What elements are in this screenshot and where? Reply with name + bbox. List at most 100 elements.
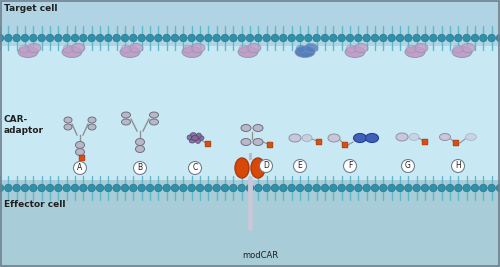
Circle shape [304,184,312,192]
Text: Target cell: Target cell [4,4,58,13]
Ellipse shape [62,46,82,57]
FancyBboxPatch shape [267,142,273,148]
Ellipse shape [76,142,84,148]
Circle shape [330,184,337,192]
Ellipse shape [27,44,41,53]
Circle shape [188,184,196,192]
Ellipse shape [197,135,204,140]
Ellipse shape [239,45,249,53]
Circle shape [471,184,479,192]
Ellipse shape [304,44,318,53]
Circle shape [113,34,120,42]
Circle shape [30,34,37,42]
Ellipse shape [136,139,144,146]
Ellipse shape [150,119,158,125]
Ellipse shape [345,46,365,57]
Ellipse shape [296,45,306,53]
Circle shape [188,34,196,42]
Ellipse shape [241,124,251,132]
Circle shape [380,184,387,192]
Circle shape [88,184,96,192]
Circle shape [446,184,454,192]
Circle shape [46,34,54,42]
Circle shape [371,184,379,192]
Circle shape [271,184,279,192]
Ellipse shape [76,148,84,155]
Ellipse shape [251,158,265,178]
Circle shape [204,34,212,42]
Circle shape [346,34,354,42]
Circle shape [260,159,272,172]
Ellipse shape [63,45,73,53]
Circle shape [196,184,204,192]
Circle shape [221,34,229,42]
Text: CAR-
adaptor: CAR- adaptor [4,115,44,135]
Ellipse shape [328,134,340,142]
Circle shape [213,34,220,42]
Ellipse shape [18,46,38,57]
Ellipse shape [64,124,72,130]
Ellipse shape [409,134,419,140]
Ellipse shape [466,134,476,140]
Circle shape [463,184,470,192]
Circle shape [421,184,429,192]
Circle shape [438,34,446,42]
Circle shape [388,34,396,42]
Circle shape [230,184,237,192]
Circle shape [371,34,379,42]
Circle shape [363,34,370,42]
Circle shape [71,34,79,42]
Ellipse shape [88,117,96,123]
FancyBboxPatch shape [453,140,459,146]
Circle shape [230,34,237,42]
Ellipse shape [440,134,450,140]
Circle shape [138,184,145,192]
Circle shape [74,162,86,175]
Circle shape [254,34,262,42]
Ellipse shape [150,112,158,118]
Ellipse shape [136,146,144,152]
Circle shape [254,184,262,192]
Circle shape [154,34,162,42]
Circle shape [30,184,37,192]
Ellipse shape [253,124,263,132]
Circle shape [163,184,170,192]
Circle shape [402,159,414,172]
Circle shape [213,184,220,192]
Circle shape [238,34,246,42]
Circle shape [321,34,329,42]
Text: G: G [405,162,411,171]
Ellipse shape [196,133,202,138]
Circle shape [480,34,487,42]
Ellipse shape [235,158,249,178]
Ellipse shape [247,44,261,53]
Circle shape [171,184,179,192]
Circle shape [104,34,112,42]
Circle shape [413,184,420,192]
Ellipse shape [302,135,312,142]
Circle shape [130,184,137,192]
Text: H: H [455,162,461,171]
Circle shape [280,184,287,192]
Text: B: B [138,163,142,172]
Ellipse shape [414,44,428,53]
Circle shape [263,34,270,42]
Circle shape [4,34,12,42]
Ellipse shape [396,133,408,141]
Ellipse shape [120,46,140,57]
Circle shape [438,184,446,192]
Ellipse shape [196,139,200,143]
Circle shape [313,34,320,42]
Circle shape [296,34,304,42]
Circle shape [296,184,304,192]
Ellipse shape [241,139,251,146]
Ellipse shape [121,45,131,53]
Circle shape [480,184,487,192]
Circle shape [388,184,396,192]
Ellipse shape [19,45,29,53]
Ellipse shape [238,46,258,57]
Circle shape [396,184,404,192]
Circle shape [496,184,500,192]
FancyBboxPatch shape [79,155,85,161]
FancyBboxPatch shape [422,139,428,145]
